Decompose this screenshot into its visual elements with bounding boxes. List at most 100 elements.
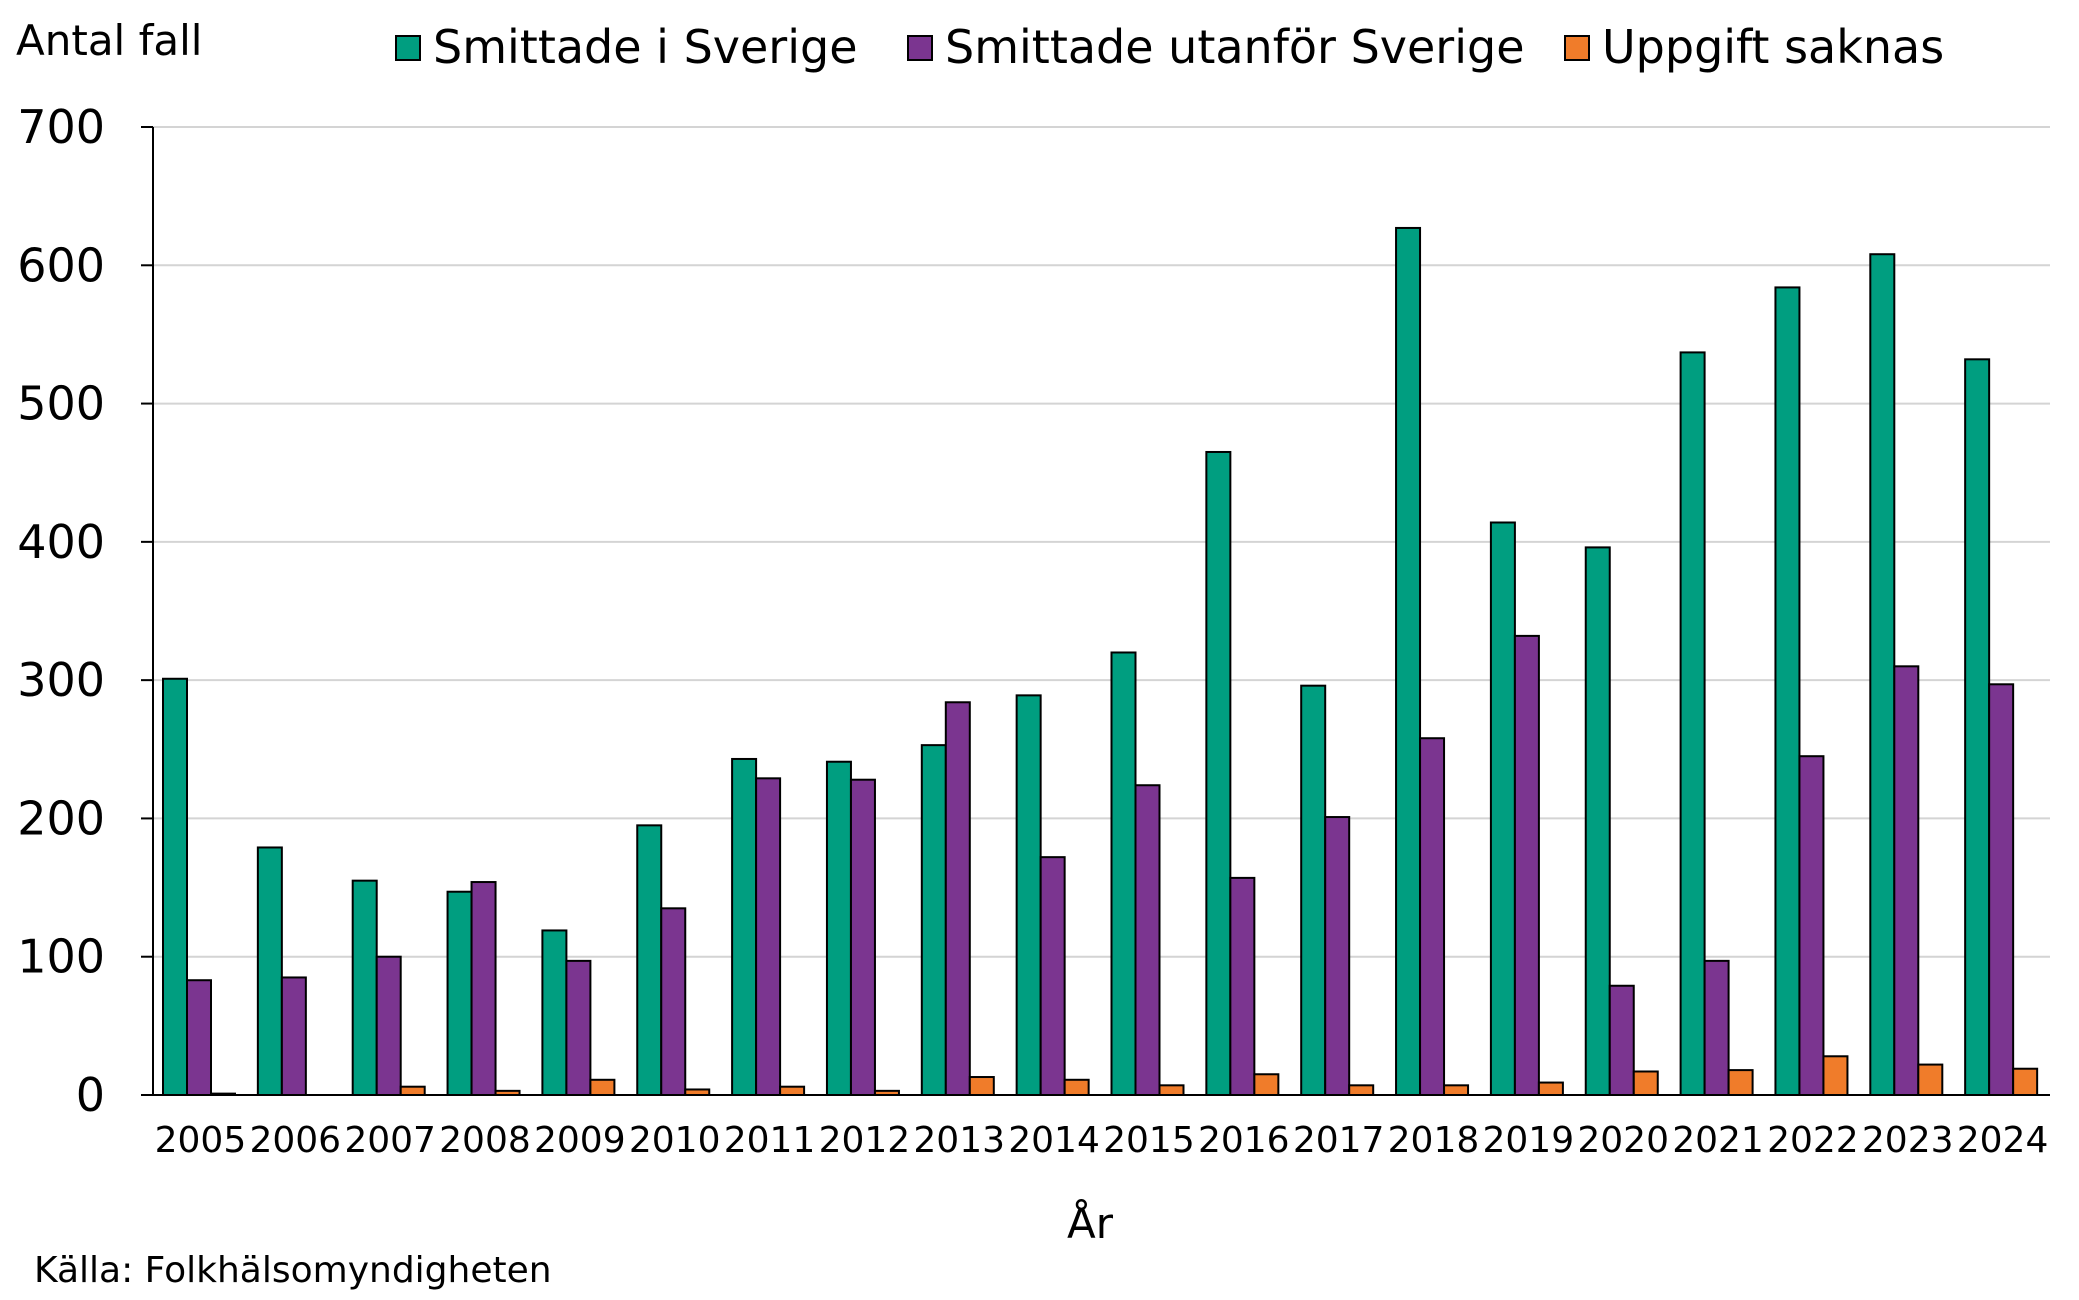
bar-smittade-utanfor-sverige-2013 (944, 701, 971, 1096)
legend-item-uppgift-saknas: Uppgift saknas (1564, 20, 1944, 74)
bar-smittade-utanfor-sverige-2010 (660, 907, 687, 1096)
x-tick-label: 2023 (1862, 1120, 1954, 1161)
x-tick-label: 2022 (1767, 1120, 1859, 1161)
x-tick-label: 2015 (1103, 1120, 1195, 1161)
bar-smittade-utanfor-sverige-2015 (1134, 784, 1161, 1096)
bar-smittade-i-sverige-2006 (256, 846, 283, 1096)
bar-smittade-utanfor-sverige-2009 (565, 959, 592, 1096)
bar-uppgift-saknas-2014 (1063, 1078, 1090, 1097)
axes (141, 126, 2050, 1096)
legend-label: Uppgift saknas (1602, 20, 1944, 74)
x-tick-label: 2009 (534, 1120, 626, 1161)
bar-smittade-i-sverige-2011 (731, 757, 758, 1096)
source-note: Källa: Folkhälsomyndigheten (34, 1250, 552, 1291)
x-tick-label: 2021 (1672, 1120, 1764, 1161)
bar-smittade-utanfor-sverige-2008 (470, 881, 497, 1096)
y-tick-label: 200 (17, 791, 105, 845)
x-tick-label: 2011 (724, 1120, 816, 1161)
x-tick-label: 2018 (1388, 1120, 1480, 1161)
bar-smittade-utanfor-sverige-2020 (1608, 984, 1635, 1096)
x-tick-label: 2006 (249, 1120, 341, 1161)
bar-smittade-utanfor-sverige-2018 (1419, 737, 1446, 1096)
legend-swatch (1564, 35, 1590, 61)
bar-smittade-utanfor-sverige-2006 (280, 976, 307, 1097)
legend-item-smittade-utanfor-sverige: Smittade utanför Sverige (907, 20, 1525, 74)
bar-uppgift-saknas-2022 (1822, 1055, 1849, 1097)
bar-smittade-utanfor-sverige-2017 (1324, 816, 1351, 1096)
y-tick-label: 300 (17, 653, 105, 707)
bar-smittade-i-sverige-2019 (1489, 521, 1516, 1096)
bar-smittade-i-sverige-2023 (1869, 253, 1896, 1097)
legend-label: Smittade i Sverige (433, 20, 858, 74)
bar-smittade-utanfor-sverige-2016 (1229, 876, 1256, 1096)
x-tick-label: 2012 (819, 1120, 911, 1161)
x-tick-label: 2008 (439, 1120, 531, 1161)
x-tick-label: 2014 (1008, 1120, 1100, 1161)
y-tick-label: 600 (17, 238, 105, 292)
bar-smittade-utanfor-sverige-2021 (1703, 959, 1730, 1096)
x-tick-label: 2020 (1577, 1120, 1669, 1161)
bar-smittade-i-sverige-2013 (920, 744, 947, 1096)
bar-uppgift-saknas-2020 (1632, 1070, 1659, 1097)
bar-smittade-i-sverige-2020 (1584, 546, 1611, 1096)
x-tick-label: 2005 (155, 1120, 247, 1161)
bar-smittade-i-sverige-2021 (1679, 351, 1706, 1096)
y-tick-label: 0 (76, 1068, 105, 1122)
x-tick-label: 2010 (629, 1120, 721, 1161)
bar-smittade-utanfor-sverige-2024 (1988, 683, 2015, 1096)
bar-uppgift-saknas-2016 (1253, 1073, 1280, 1097)
grid-lines (153, 126, 2050, 958)
bar-smittade-i-sverige-2012 (825, 760, 852, 1097)
x-tick-label: 2024 (1957, 1120, 2049, 1161)
bar-smittade-i-sverige-2009 (541, 929, 568, 1096)
bar-uppgift-saknas-2007 (399, 1085, 426, 1097)
bar-uppgift-saknas-2023 (1917, 1063, 1944, 1097)
legend-item-smittade-i-sverige: Smittade i Sverige (395, 20, 858, 74)
bar-uppgift-saknas-2019 (1537, 1081, 1564, 1097)
bar-uppgift-saknas-2024 (2012, 1067, 2039, 1096)
bar-smittade-i-sverige-2017 (1300, 684, 1327, 1096)
legend-swatch (907, 35, 933, 61)
legend-swatch (395, 35, 421, 61)
y-tick-label: 700 (17, 100, 105, 154)
bar-uppgift-saknas-2017 (1348, 1084, 1375, 1096)
bar-smittade-i-sverige-2007 (351, 879, 378, 1097)
bar-smittade-i-sverige-2016 (1205, 450, 1232, 1096)
bar-smittade-i-sverige-2008 (446, 890, 473, 1096)
bar-smittade-i-sverige-2015 (1110, 651, 1137, 1096)
x-axis-title: År (1067, 1198, 1114, 1248)
bar-smittade-utanfor-sverige-2019 (1513, 634, 1540, 1096)
bar-uppgift-saknas-2015 (1158, 1084, 1185, 1096)
bar-smittade-i-sverige-2022 (1774, 286, 1801, 1096)
bar-smittade-utanfor-sverige-2014 (1039, 856, 1066, 1096)
bar-smittade-utanfor-sverige-2007 (375, 955, 402, 1097)
legend-label: Smittade utanför Sverige (945, 20, 1525, 74)
bar-smittade-utanfor-sverige-2011 (755, 777, 782, 1097)
bar-uppgift-saknas-2009 (589, 1078, 616, 1097)
bars (162, 226, 2039, 1097)
x-tick-label: 2019 (1483, 1120, 1575, 1161)
bar-smittade-i-sverige-2014 (1015, 694, 1042, 1097)
bar-smittade-i-sverige-2024 (1964, 358, 1991, 1096)
bar-smittade-utanfor-sverige-2022 (1798, 755, 1825, 1096)
bar-uppgift-saknas-2013 (968, 1076, 995, 1096)
bar-smittade-utanfor-sverige-2005 (186, 979, 212, 1096)
y-tick-label: 400 (17, 515, 105, 569)
y-tick-label: 500 (17, 377, 105, 431)
y-axis-title: Antal fall (16, 16, 202, 65)
bar-uppgift-saknas-2011 (779, 1085, 806, 1097)
x-tick-label: 2013 (913, 1120, 1005, 1161)
bar-smittade-i-sverige-2010 (636, 824, 663, 1096)
bar-uppgift-saknas-2021 (1727, 1069, 1754, 1096)
y-tick-label: 100 (17, 930, 105, 984)
bar-smittade-i-sverige-2005 (162, 677, 188, 1096)
bar-smittade-i-sverige-2018 (1395, 226, 1422, 1097)
bar-uppgift-saknas-2018 (1443, 1084, 1470, 1096)
legend: Smittade i Sverige Smittade utanför Sveri… (395, 20, 1944, 74)
x-tick-label: 2007 (344, 1120, 436, 1161)
x-tick-label: 2017 (1293, 1120, 1385, 1161)
bar-smittade-utanfor-sverige-2023 (1893, 665, 1920, 1096)
x-tick-label: 2016 (1198, 1120, 1290, 1161)
